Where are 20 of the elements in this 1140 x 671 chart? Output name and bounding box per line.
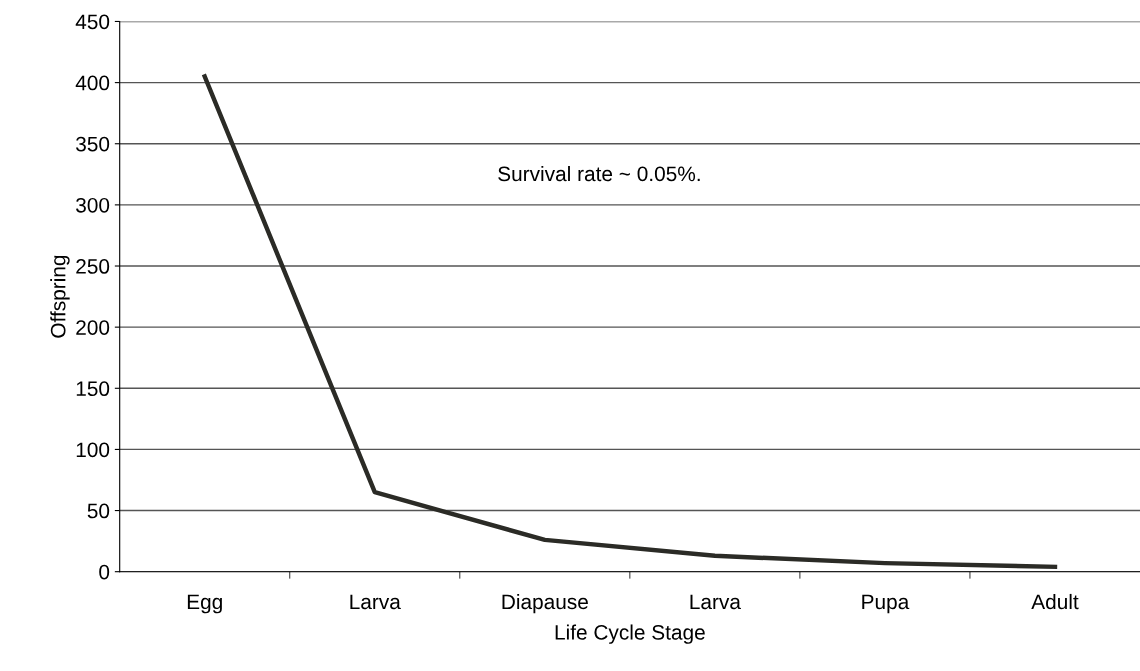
x-tick-label: Adult bbox=[1031, 593, 1079, 610]
y-axis-title: Offspring bbox=[50, 255, 70, 338]
y-tick-label: 200 bbox=[76, 320, 110, 335]
y-tick-label: 100 bbox=[76, 442, 110, 458]
y-tick-label: 50 bbox=[87, 503, 110, 519]
y-tick-label: 250 bbox=[76, 259, 110, 274]
x-tick-label: Pupa bbox=[862, 594, 910, 614]
y-tick-label: 350 bbox=[76, 136, 110, 152]
x-tick-label: Diapause bbox=[502, 593, 588, 614]
x-tick-label: Egg bbox=[187, 594, 222, 614]
y-tick-label: 0 bbox=[99, 564, 110, 580]
y-tick-label: 150 bbox=[76, 381, 110, 397]
line-series bbox=[202, 74, 1058, 570]
y-tick-label: 400 bbox=[75, 75, 110, 91]
x-axis-title: Life Cycle Stage bbox=[555, 624, 705, 644]
x-tick-label: Larva bbox=[690, 594, 741, 610]
y-tick-label: 450 bbox=[75, 14, 110, 30]
x-tick-label: Larva bbox=[350, 594, 401, 610]
annotation: Survival rate ~ 0.05%. bbox=[498, 165, 700, 182]
y-tick-label: 300 bbox=[76, 197, 110, 213]
